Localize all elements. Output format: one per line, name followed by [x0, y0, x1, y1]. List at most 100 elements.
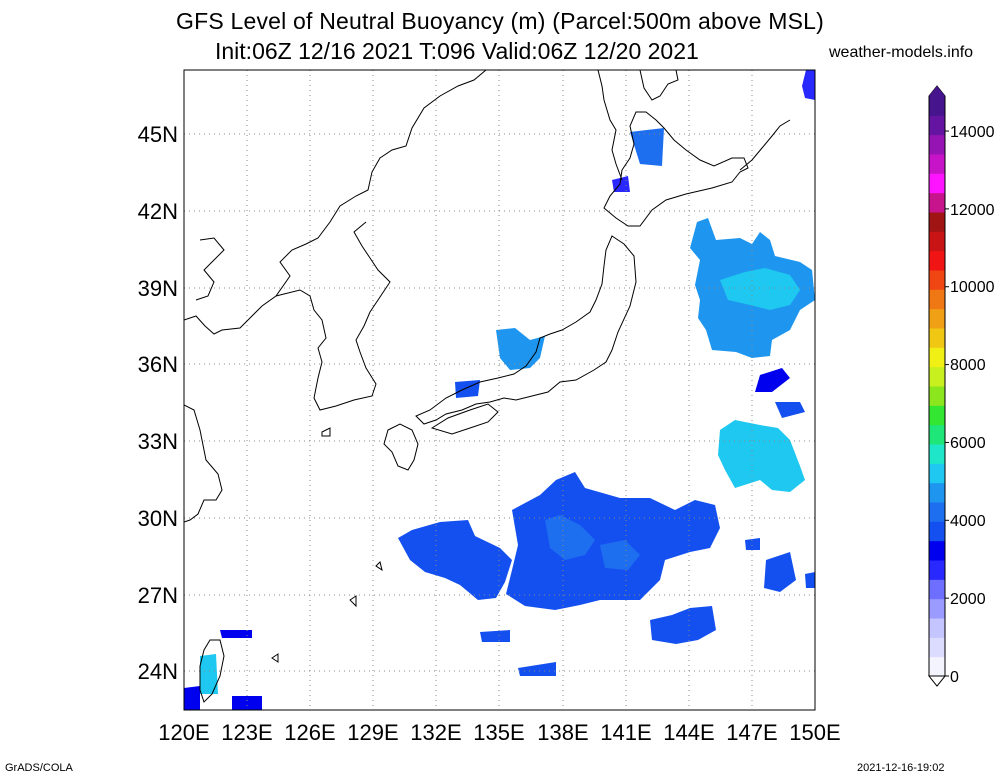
- colorbar-label: 12000: [950, 202, 995, 219]
- lat-tick-label: 24N: [138, 659, 178, 684]
- buoyancy-shading: [184, 70, 815, 710]
- coastline: [603, 111, 749, 227]
- lat-tick-label: 33N: [138, 429, 178, 454]
- lon-tick-label: 129E: [347, 720, 398, 745]
- coastline: [639, 70, 679, 101]
- shading-region: [745, 538, 760, 550]
- colorbar-swatch: [929, 579, 945, 600]
- coastline: [430, 403, 499, 435]
- lon-tick-label: 147E: [726, 720, 777, 745]
- colorbar-swatch: [929, 540, 945, 561]
- colorbar-swatch: [929, 231, 945, 252]
- shading-region: [220, 630, 252, 638]
- coastline: [184, 70, 487, 335]
- shading-region: [506, 472, 720, 610]
- coastlines: [184, 70, 791, 703]
- lon-tick-label: 141E: [600, 720, 651, 745]
- map-title-line2: Init:06Z 12/16 2021 T:096 Valid:06Z 12/2…: [215, 38, 699, 64]
- colorbar-swatch: [929, 405, 945, 426]
- graticule: [184, 70, 815, 710]
- colorbar-swatch: [929, 115, 945, 136]
- colorbar-max-arrow: [929, 86, 945, 96]
- colorbar-swatch: [929, 347, 945, 368]
- lat-tick-label: 39N: [138, 276, 178, 301]
- shading-region: [718, 420, 805, 492]
- coastline: [275, 221, 391, 411]
- colorbar-swatch: [929, 502, 945, 522]
- colorbar-swatch: [929, 192, 945, 213]
- colorbar-label: 6000: [950, 435, 986, 452]
- colorbar-swatch: [929, 212, 945, 232]
- lat-tick-label: 30N: [138, 506, 178, 531]
- coastline: [184, 404, 223, 523]
- lon-tick-label: 120E: [158, 720, 209, 745]
- colorbar-label: 4000: [950, 513, 986, 530]
- coastline: [271, 653, 279, 663]
- lat-tick-label: 42N: [138, 199, 178, 224]
- shading-region: [518, 662, 556, 676]
- colorbar-swatch: [929, 270, 945, 290]
- colorbar-swatch: [929, 134, 945, 155]
- lat-axis: 45N 42N 39N 36N 33N 30N 27N 24N: [138, 122, 178, 684]
- colorbar-swatch: [929, 444, 945, 464]
- map-title-line1: GFS Level of Neutral Buoyancy (m) (Parce…: [176, 8, 824, 34]
- colorbar-swatch: [929, 96, 945, 116]
- colorbar-swatch: [929, 482, 945, 503]
- coastline: [415, 235, 637, 425]
- lon-tick-label: 144E: [663, 720, 714, 745]
- lon-tick-label: 126E: [284, 720, 335, 745]
- shading-region: [545, 515, 595, 560]
- colorbar-swatch: [929, 424, 945, 445]
- shading-region: [775, 402, 805, 418]
- colorbar-swatch: [929, 154, 945, 174]
- colorbar-swatch: [929, 637, 945, 658]
- shading-region: [764, 552, 796, 592]
- colorbar-label: 14000: [950, 124, 995, 141]
- colorbar-label: 10000: [950, 279, 995, 296]
- coastline: [383, 423, 419, 471]
- footer-timestamp: 2021-12-16-19:02: [857, 762, 945, 774]
- shading-region: [805, 572, 815, 588]
- map-frame: [183, 69, 816, 711]
- lon-tick-label: 138E: [537, 720, 588, 745]
- colorbar-swatch: [929, 560, 945, 580]
- source-label: weather-models.info: [829, 44, 974, 61]
- shading-region: [650, 606, 716, 644]
- footer-software: GrADS/COLA: [5, 762, 73, 774]
- colorbar-swatch: [929, 656, 945, 677]
- colorbar-swatch: [929, 328, 945, 348]
- coastline: [199, 639, 225, 703]
- colorbar-swatch: [929, 250, 945, 271]
- coastline: [597, 70, 623, 181]
- colorbar-swatch: [929, 173, 945, 194]
- colorbar-label: 8000: [950, 357, 986, 374]
- shading-region: [184, 686, 200, 710]
- coastline: [195, 237, 225, 301]
- shading-region: [720, 268, 800, 310]
- colorbar-swatch: [929, 598, 945, 619]
- coastline: [321, 427, 331, 437]
- coastline: [739, 119, 791, 171]
- coastline: [349, 595, 357, 608]
- lon-tick-label: 150E: [789, 720, 840, 745]
- lon-axis: 120E 123E 126E 129E 132E 135E 138E 141E …: [158, 720, 840, 745]
- colorbar-swatch: [929, 308, 945, 329]
- lon-tick-label: 132E: [410, 720, 461, 745]
- shading-region: [232, 696, 262, 710]
- colorbar-swatch: [929, 521, 945, 542]
- shading-region: [630, 128, 664, 166]
- colorbar: [927, 85, 949, 687]
- shading-region: [200, 654, 218, 694]
- colorbar-swatch: [929, 289, 945, 310]
- shading-region: [496, 328, 545, 370]
- lat-tick-label: 45N: [138, 122, 178, 147]
- shading-region: [398, 520, 512, 600]
- colorbar-swatch: [929, 618, 945, 638]
- coastline: [375, 561, 383, 572]
- shading-region: [755, 368, 790, 392]
- colorbar-labels: 14000 12000 10000 8000 6000 4000 2000 0: [950, 124, 995, 686]
- shading-region: [802, 70, 815, 100]
- colorbar-swatch: [929, 386, 945, 406]
- colorbar-label: 2000: [950, 591, 986, 608]
